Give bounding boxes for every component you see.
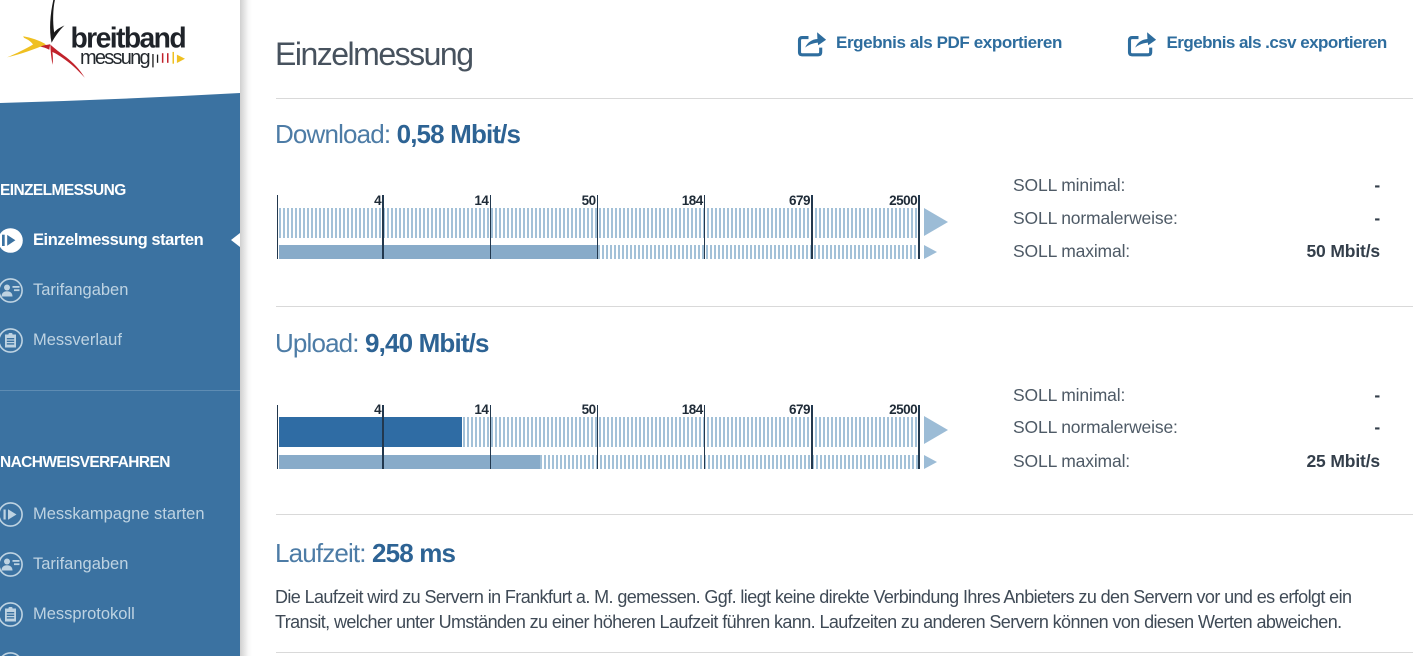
svg-text:messung: messung [80, 47, 150, 69]
svg-text:breitband: breitband [71, 21, 186, 53]
